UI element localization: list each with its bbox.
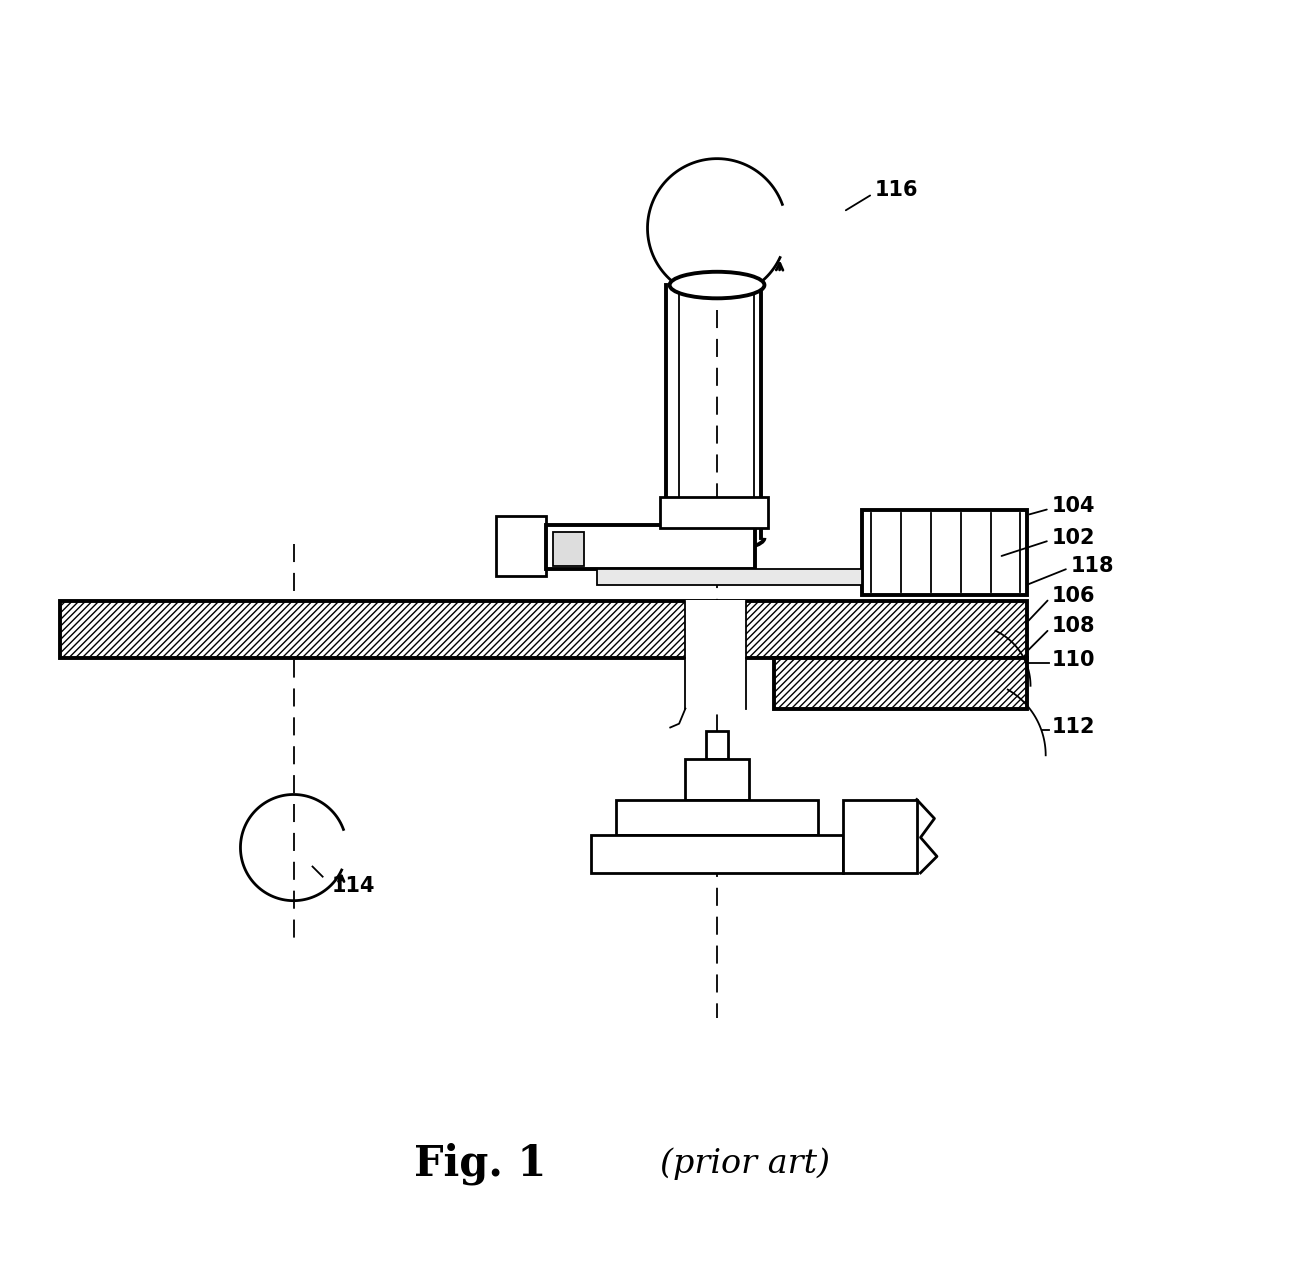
Bar [60, 601, 1027, 658]
Bar [591, 835, 843, 873]
Bar [616, 800, 818, 835]
Text: 108: 108 [1052, 616, 1096, 636]
Bar [496, 516, 546, 576]
Text: 116: 116 [875, 180, 918, 201]
Ellipse shape [670, 272, 764, 298]
Text: 110: 110 [1052, 651, 1096, 671]
Bar [546, 525, 755, 570]
Bar [843, 800, 917, 873]
Text: 104: 104 [1052, 496, 1096, 516]
Bar [774, 658, 1027, 708]
Text: Fig. 1: Fig. 1 [413, 1143, 546, 1185]
Text: 112: 112 [1052, 717, 1096, 737]
Text: 102: 102 [1052, 528, 1096, 548]
Bar [706, 731, 728, 759]
Bar [660, 497, 768, 528]
Bar [553, 532, 584, 566]
Text: 106: 106 [1052, 587, 1096, 606]
Text: (prior art): (prior art) [660, 1148, 830, 1180]
Text: 114: 114 [332, 875, 376, 896]
Bar [862, 510, 1027, 594]
Bar [597, 570, 862, 584]
Bar [685, 759, 749, 800]
Bar [685, 599, 746, 709]
Text: 118: 118 [1071, 556, 1115, 575]
